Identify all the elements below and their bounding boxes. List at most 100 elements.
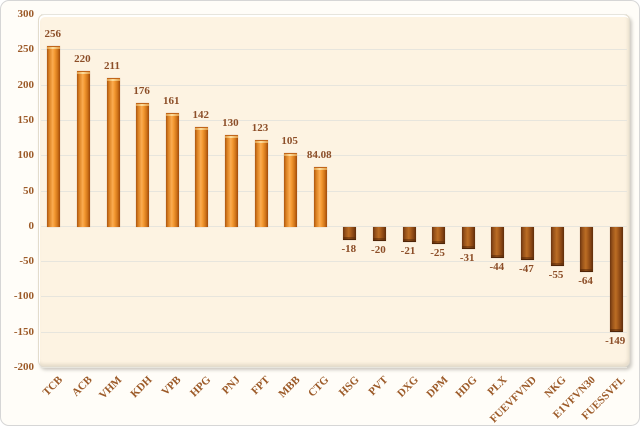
bar-cap	[313, 167, 327, 171]
bar-HPG	[195, 126, 209, 227]
bar-MBB	[284, 152, 298, 227]
value-label: -21	[400, 244, 416, 257]
y-tick-label: 200	[17, 78, 35, 91]
gridline	[41, 119, 627, 121]
y-tick-label: 150	[17, 113, 35, 126]
y-tick-label: 0	[28, 219, 35, 232]
bar-cap	[136, 102, 150, 106]
value-label: 123	[251, 121, 269, 134]
value-label: -31	[459, 251, 475, 264]
bar-E1VFVN30	[580, 226, 594, 272]
bar-PLX	[491, 226, 505, 258]
bar-PNJ	[224, 135, 238, 227]
value-label: 176	[133, 84, 150, 97]
value-label: -55	[548, 268, 564, 281]
plot-area	[38, 14, 630, 368]
gridline	[41, 155, 627, 157]
value-label: -25	[430, 247, 445, 260]
bar-CTG	[313, 167, 327, 227]
bar-cap	[195, 126, 209, 130]
category-label-TCB: TCB	[40, 374, 66, 399]
category-label-ACB: ACB	[69, 374, 95, 399]
bar-cap	[284, 152, 298, 156]
y-tick-label: 300	[17, 8, 35, 20]
gridline	[41, 14, 627, 15]
bar-cap	[402, 238, 416, 242]
gridline	[41, 84, 627, 86]
bar-cap	[491, 254, 505, 258]
y-tick-label: -100	[13, 290, 34, 303]
category-label-HSG: HSG	[336, 374, 362, 399]
bar-NKG	[550, 226, 564, 266]
gridline	[41, 296, 627, 298]
value-label: 105	[281, 134, 298, 147]
gridline	[41, 190, 627, 192]
category-label-CTG: CTG	[306, 374, 332, 400]
value-label: -47	[519, 262, 534, 275]
bar-cap	[76, 71, 90, 75]
value-label: -20	[371, 243, 386, 256]
value-label: 256	[44, 28, 62, 41]
bar-HSG	[343, 226, 357, 240]
value-label: 142	[192, 108, 210, 121]
gridline	[41, 261, 627, 263]
y-tick-label: 50	[23, 184, 34, 197]
bar-cap	[432, 241, 446, 245]
bar-cap	[580, 268, 594, 272]
category-label-DPM: DPM	[423, 374, 451, 401]
value-label: -149	[605, 334, 626, 347]
bar-cap	[165, 113, 179, 117]
y-tick-label: -150	[13, 325, 34, 338]
category-label-HDG: HDG	[453, 374, 480, 401]
category-label-VPB: VPB	[159, 374, 184, 399]
bar-cap	[254, 139, 268, 143]
value-label: 211	[104, 59, 120, 72]
bar-FUESSVFL	[609, 226, 623, 332]
bar-VHM	[106, 77, 120, 227]
category-label-FPT: FPT	[249, 374, 273, 398]
bar-cap	[372, 237, 386, 241]
bar-cap	[609, 328, 623, 332]
bar-DXG	[402, 226, 416, 242]
y-tick-label: -200	[13, 361, 34, 373]
value-label: 220	[74, 53, 91, 66]
bar-ACB	[76, 71, 90, 227]
bar-cap	[461, 245, 475, 249]
bar-HDG	[461, 226, 475, 249]
category-label-PNJ: PNJ	[220, 374, 243, 397]
category-label-VHM: VHM	[96, 374, 125, 402]
value-label: -44	[489, 260, 505, 273]
category-label-PVT: PVT	[366, 374, 391, 399]
gridline	[41, 367, 627, 368]
bar-cap	[520, 256, 534, 260]
value-label: 130	[222, 117, 239, 130]
bar-DPM	[432, 226, 446, 245]
y-tick-label: 250	[17, 43, 35, 56]
gridline	[41, 331, 627, 333]
value-label: -18	[341, 242, 357, 255]
category-label-HPG: HPG	[187, 374, 214, 400]
category-label-DXG: DXG	[394, 374, 421, 400]
bar-FPT	[254, 139, 268, 227]
bar-cap	[343, 236, 357, 240]
y-tick-label: 100	[17, 149, 35, 162]
gridline	[41, 225, 627, 227]
value-label: 84.08	[306, 149, 332, 162]
value-label: -64	[578, 274, 593, 287]
bar-cap	[224, 135, 238, 139]
gridline	[41, 49, 627, 51]
bar-TCB	[47, 46, 61, 227]
bar-FUEVFVND	[520, 226, 534, 260]
value-label: 161	[162, 95, 180, 108]
category-label-NKG: NKG	[542, 374, 569, 401]
bar-KDH	[136, 102, 150, 227]
bar-VPB	[165, 113, 179, 227]
category-label-MBB: MBB	[275, 374, 303, 401]
bar-cap	[106, 77, 120, 81]
bar-cap	[47, 46, 61, 50]
y-tick-label: -50	[19, 255, 34, 268]
bar-cap	[550, 262, 564, 266]
category-label-PLX: PLX	[485, 374, 510, 399]
category-label-KDH: KDH	[127, 374, 155, 401]
